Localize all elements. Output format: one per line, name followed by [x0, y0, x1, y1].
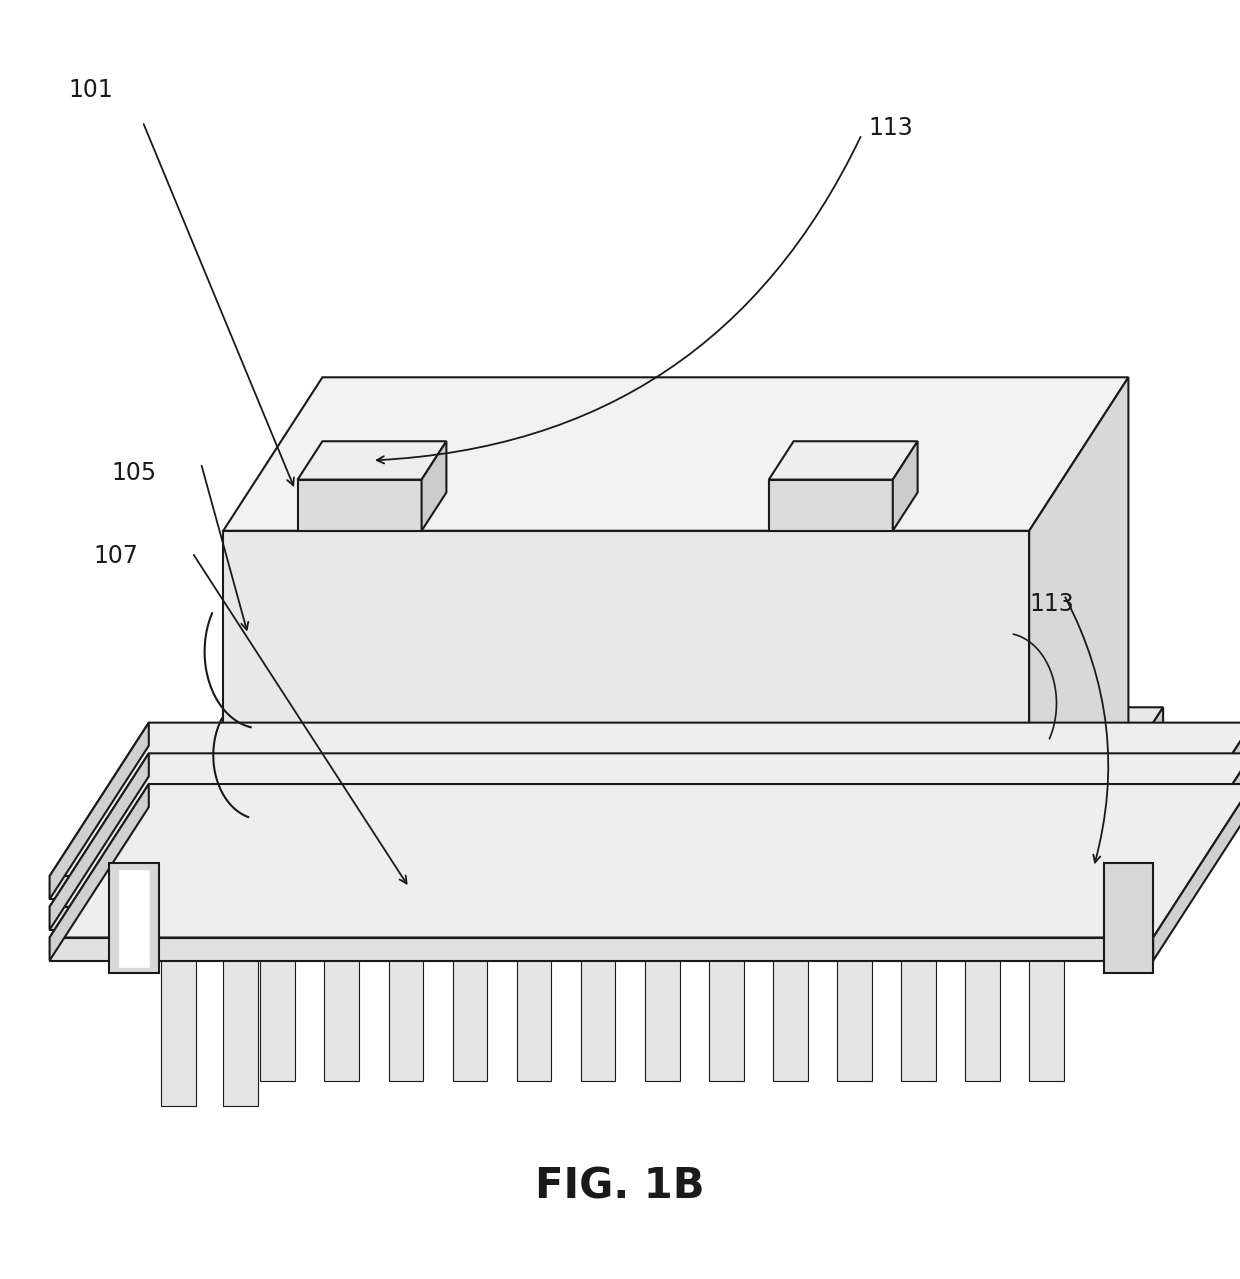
Polygon shape: [1153, 784, 1240, 961]
Polygon shape: [837, 953, 872, 1081]
Polygon shape: [161, 953, 196, 1106]
Polygon shape: [50, 784, 149, 961]
Polygon shape: [50, 876, 1153, 899]
Polygon shape: [769, 441, 918, 480]
Polygon shape: [893, 441, 918, 531]
Polygon shape: [223, 953, 258, 1106]
Polygon shape: [901, 953, 936, 1081]
Text: FIG. 1B: FIG. 1B: [536, 1166, 704, 1207]
Polygon shape: [1029, 377, 1128, 876]
Polygon shape: [50, 723, 149, 899]
Text: 113: 113: [868, 116, 913, 139]
Polygon shape: [325, 953, 360, 1081]
Polygon shape: [198, 876, 1054, 953]
Polygon shape: [1054, 707, 1163, 953]
Polygon shape: [769, 480, 893, 531]
Polygon shape: [709, 953, 744, 1081]
Polygon shape: [1029, 953, 1064, 1081]
Text: 101: 101: [68, 78, 113, 101]
Polygon shape: [580, 953, 615, 1081]
Text: 113: 113: [1029, 592, 1074, 615]
Polygon shape: [50, 784, 1240, 938]
Polygon shape: [223, 377, 1128, 531]
Polygon shape: [119, 870, 149, 967]
Polygon shape: [1153, 723, 1240, 899]
Polygon shape: [1104, 863, 1153, 973]
Polygon shape: [50, 753, 1240, 907]
Text: 107: 107: [93, 545, 138, 568]
Polygon shape: [109, 863, 159, 973]
Polygon shape: [422, 441, 446, 531]
Polygon shape: [260, 953, 295, 1081]
Text: 105: 105: [112, 462, 156, 485]
Polygon shape: [223, 531, 1029, 876]
Polygon shape: [1153, 753, 1240, 930]
Polygon shape: [453, 953, 487, 1081]
Polygon shape: [50, 907, 1153, 930]
Polygon shape: [50, 753, 149, 930]
Polygon shape: [50, 938, 1153, 961]
Polygon shape: [517, 953, 552, 1081]
Polygon shape: [773, 953, 807, 1081]
Polygon shape: [50, 723, 1240, 876]
Polygon shape: [388, 953, 423, 1081]
Polygon shape: [645, 953, 680, 1081]
Polygon shape: [198, 707, 1163, 876]
Polygon shape: [965, 953, 999, 1081]
Polygon shape: [298, 480, 422, 531]
Polygon shape: [298, 441, 446, 480]
